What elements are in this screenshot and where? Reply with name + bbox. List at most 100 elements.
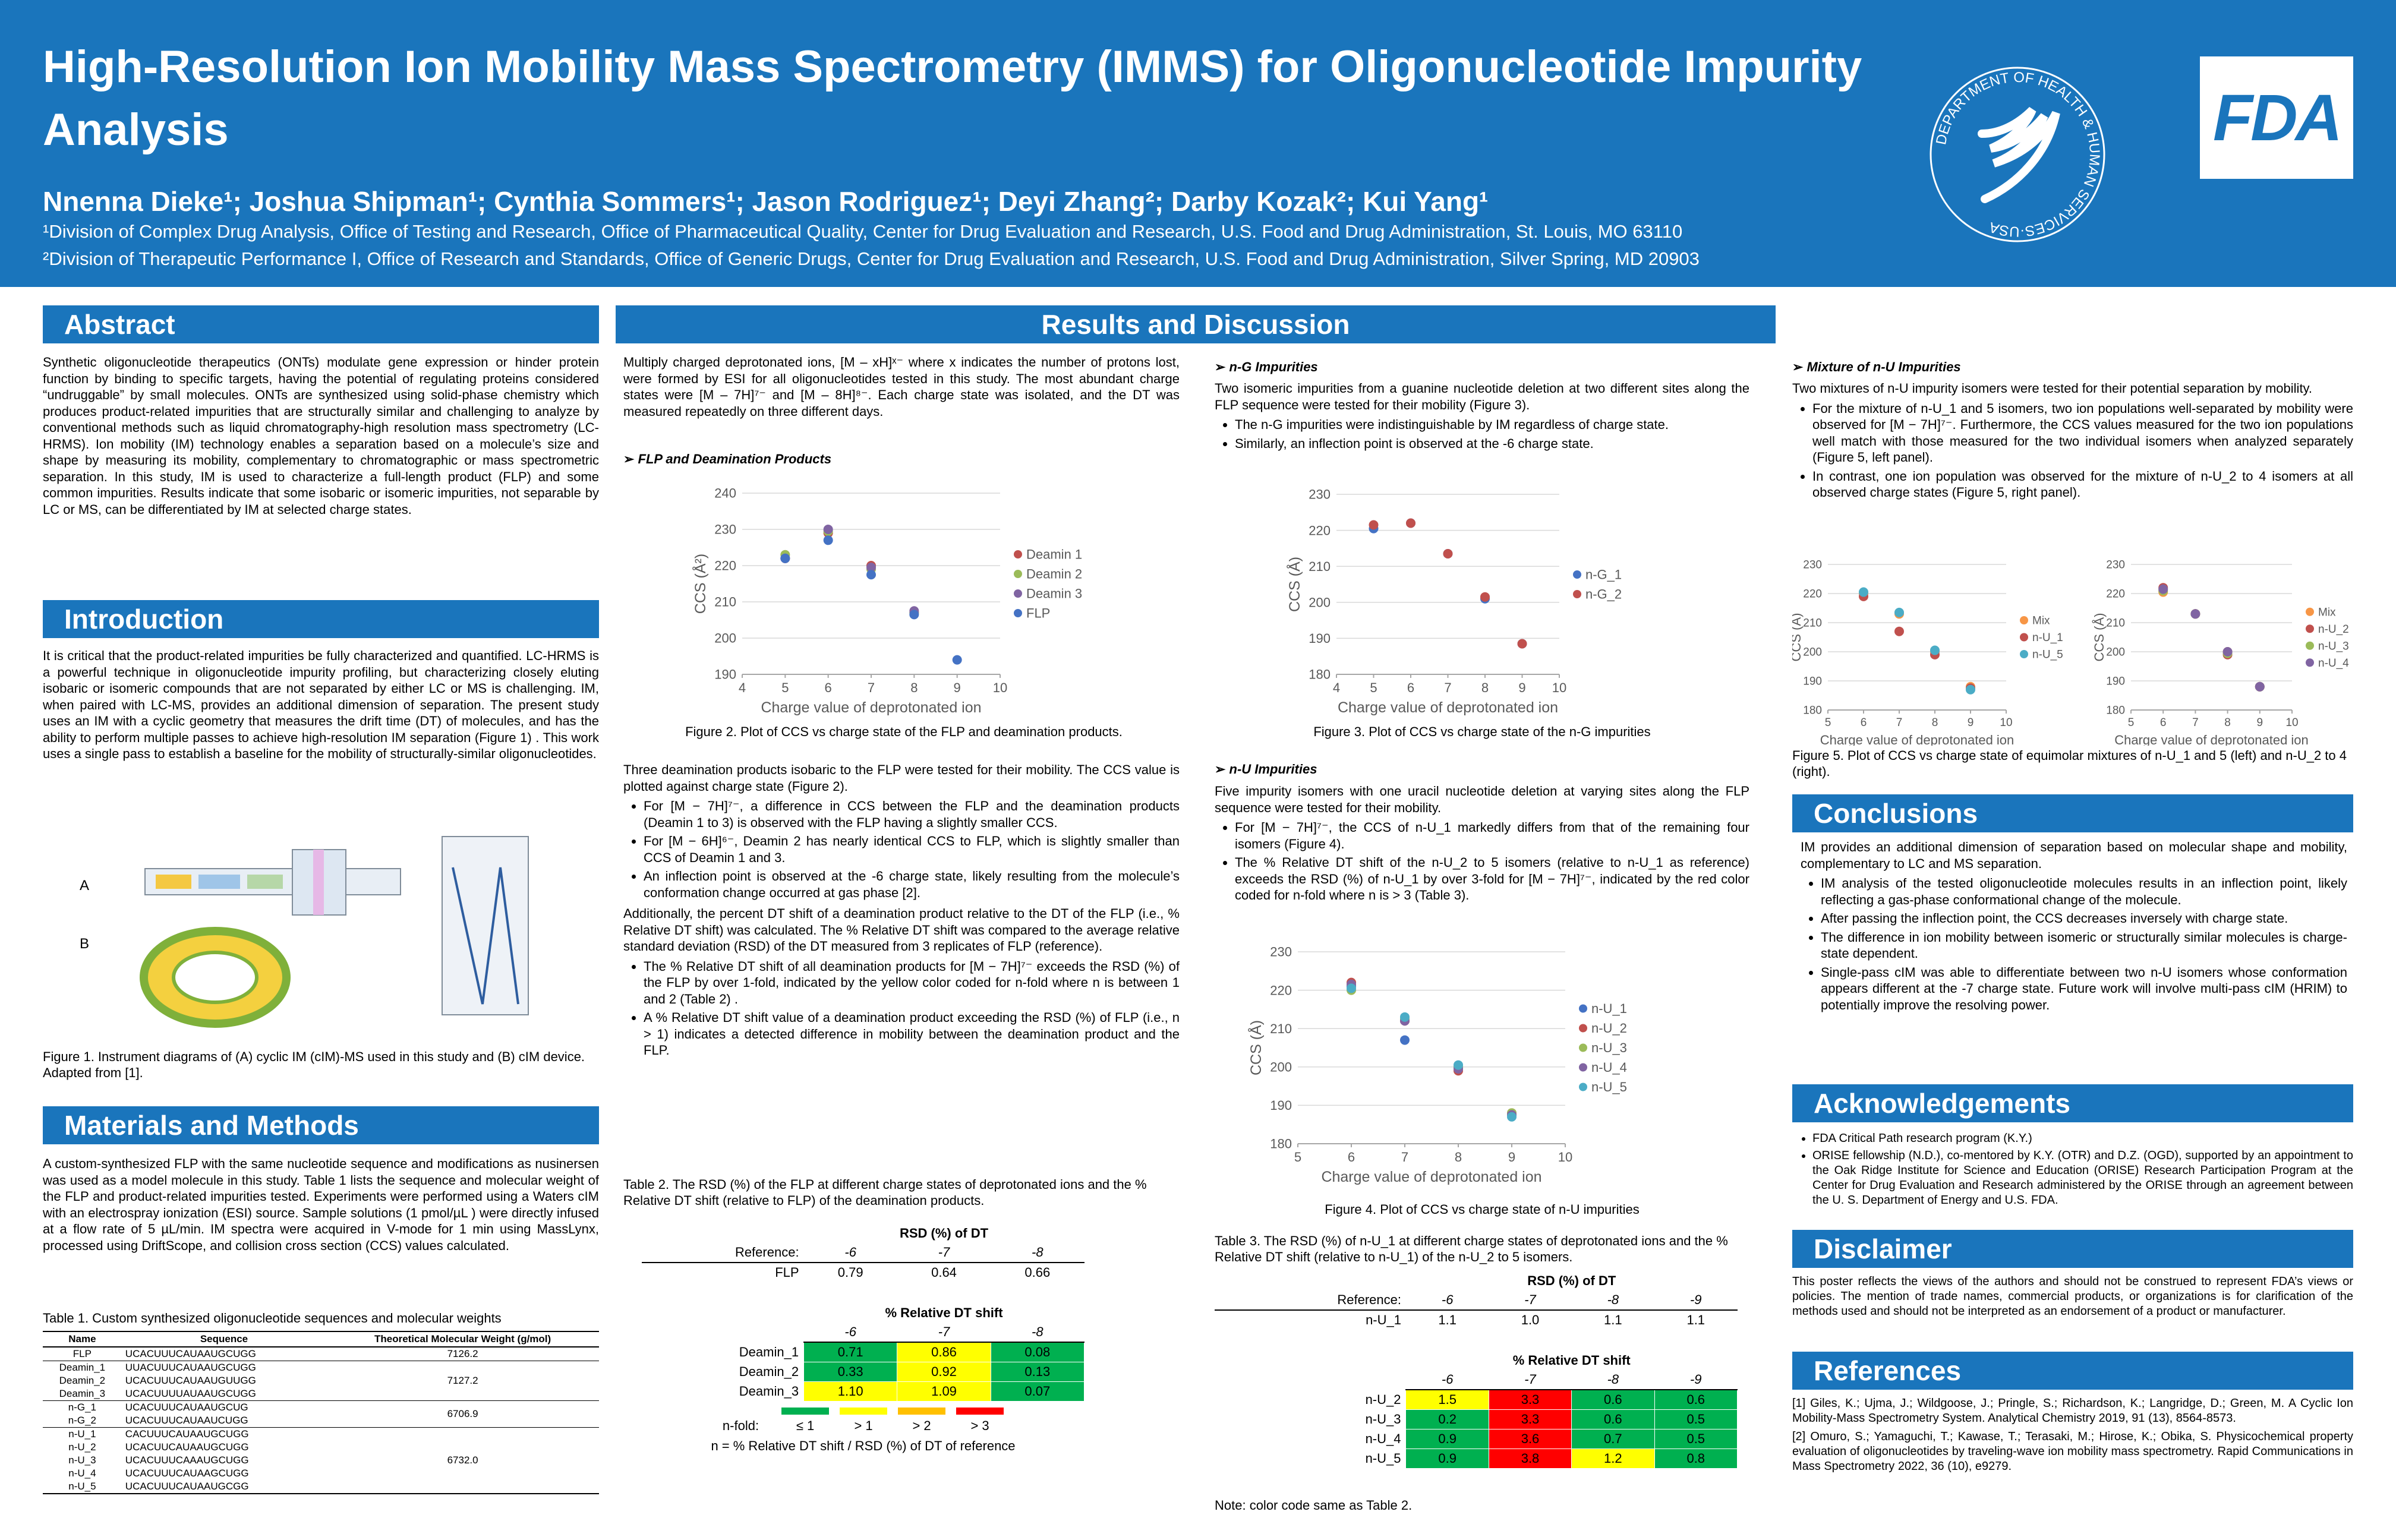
legend-label: Mix [2032, 615, 2050, 627]
data-point [1894, 626, 1904, 636]
legend-label: Deamin 1 [1026, 547, 1082, 562]
y-tick-label: 190 [1309, 631, 1331, 646]
legend-marker [1014, 550, 1022, 558]
data-point [866, 570, 876, 580]
shift-cell: 0.9 [1405, 1449, 1489, 1469]
table-row: n-G_1 UCACUUUCAUAAUGCUG 6706.9 [43, 1400, 599, 1428]
legend-marker [1579, 1063, 1587, 1072]
legend-label: Deamin 3 [1026, 586, 1082, 601]
bullet-item: After passing the inflection point, the … [1821, 910, 2347, 927]
data-point [823, 535, 833, 545]
table-header-cell: Reference: [642, 1243, 804, 1263]
legend-marker [2020, 616, 2028, 624]
legend-label: n-U_3 [1591, 1040, 1627, 1055]
instrument-part [198, 875, 240, 889]
bullet-item: The % Relative DT shift of all deaminati… [644, 958, 1180, 1008]
table-header-cell: -7 [897, 1323, 991, 1343]
bullet-item: The difference in ion mobility between i… [1821, 929, 2347, 962]
y-tick-label: 230 [1803, 559, 1822, 572]
table-row: Deamin_2 0.33 0.92 0.13 [642, 1362, 1085, 1382]
x-tick-label: 8 [1455, 1150, 1462, 1165]
table-note: Note: color code same as Table 2. [1215, 1498, 1413, 1513]
y-tick-label: 200 [1803, 646, 1822, 659]
bullet-list: For the mixture of n-U_1 and 5 isomers, … [1792, 400, 2353, 501]
table-header-cell: -8 [1571, 1290, 1655, 1311]
figure-label: B [80, 936, 89, 952]
sequence-cell: UCACUUUCAUAAUGCGG [121, 1480, 327, 1494]
data-point [1894, 607, 1904, 617]
table-row: Deamin_2 UCACUUUCAUAAUGUUGG [43, 1374, 599, 1387]
legend-marker [2020, 650, 2028, 658]
x-tick-label: 9 [1508, 1150, 1515, 1165]
legend-label: n-U_2 [1591, 1021, 1627, 1036]
data-point [1507, 1112, 1517, 1122]
data-point [1400, 1012, 1410, 1022]
data-point [2222, 647, 2233, 657]
subheading: n-U Impurities [1215, 762, 1317, 777]
legend-marker [1014, 589, 1022, 598]
x-tick-label: 6 [2160, 717, 2167, 729]
weight-cell: 6732.0 [326, 1427, 599, 1494]
shift-cell: 0.9 [1405, 1429, 1489, 1449]
shift-cell: 1.5 [1405, 1389, 1489, 1410]
paragraph: Two isomeric impurities from a guanine n… [1215, 381, 1749, 412]
x-tick-label: 5 [1294, 1150, 1301, 1165]
table-footnote: n = % Relative DT shift / RSD (%) of DT … [711, 1438, 1016, 1453]
table-title-row: RSD (%) of DT [642, 1224, 1084, 1243]
table-header-cell: Reference: [1215, 1290, 1406, 1311]
legend-item: > 3 [956, 1408, 1004, 1434]
y-tick-label: 230 [2106, 559, 2125, 572]
data-point [1859, 587, 1868, 597]
table-caption: Table 2. The RSD (%) of the FLP at diffe… [623, 1177, 1147, 1208]
figure-caption: Figure 1. Instrument diagrams of (A) cyc… [43, 1049, 585, 1080]
figure-4-chart: 180 190 200 210 220 230 5 6 7 8 9 10 Charge value of… [1247, 945, 1627, 1185]
x-axis-title: Charge value of deprotonated ion [1321, 1169, 1541, 1185]
y-tick-label: 210 [2106, 617, 2125, 630]
figure-5-left-chart: 180 190 200 210 220 230 5 6 7 8 9 10 Charge value of… [1792, 559, 2063, 746]
legend-label: ≤ 1 [796, 1418, 815, 1433]
spacer [1215, 1330, 1738, 1351]
legend-swatch [840, 1408, 888, 1415]
legend-item: ≤ 1 [781, 1408, 830, 1434]
table-cell: 1.1 [1604, 1312, 1622, 1327]
x-tick-label: 5 [781, 680, 789, 695]
row-name: Deamin_1 [739, 1344, 799, 1359]
table-row: FLP UCACUUUCAUAAUGCUGG 7126.2 [43, 1346, 599, 1361]
results-intro: Multiply charged deprotonated ions, [M –… [623, 354, 1180, 423]
y-tick-label: 220 [1309, 523, 1331, 538]
table-3: RSD (%) of DT Reference: -6 -7 -8 -9 n-U_1 1.1 1… [1215, 1271, 1738, 1469]
references-body: [1] Giles, K.; Ujma, J.; Wildgoose, J.; … [1792, 1396, 2353, 1478]
y-tick-label: 180 [1270, 1137, 1292, 1151]
hhs-seal: DEPARTMENT OF HEALTH & HUMAN SERVICES·US… [1930, 67, 2105, 242]
name-cell: n-G_2 [68, 1415, 97, 1426]
x-tick-label: 8 [2224, 717, 2231, 729]
sequence-cell: UCACUUCAUAAUGCUGG [125, 1441, 249, 1453]
table-cell: 1.1 [1686, 1312, 1705, 1327]
figure-caption: Figure 2. Plot of CCS vs charge state of… [685, 724, 1123, 739]
y-tick-label: 190 [1270, 1098, 1292, 1113]
rsd-table: RSD (%) of DT Reference: -6 -7 -8 -9 n-U_1 1.1 1… [1215, 1271, 1738, 1469]
table-row: n-G_2 UCACUUUCAUAAUCUGG [43, 1414, 599, 1428]
legend-label: n-U_1 [1591, 1001, 1627, 1016]
y-axis-title: CCS (Å²) [691, 554, 709, 614]
legend-label: FLP [1026, 606, 1050, 621]
section-heading: Acknowledgements [1792, 1084, 2353, 1122]
y-tick-label: 200 [1309, 595, 1331, 610]
spacer [642, 1282, 1084, 1304]
figure-caption: Figure 5. Plot of CCS vs charge state of… [1792, 748, 2347, 779]
legend-item: > 2 [898, 1408, 946, 1434]
x-tick-label: 7 [2192, 717, 2199, 729]
ng-body: Two isomeric impurities from a guanine n… [1215, 380, 1749, 456]
instrument-part [247, 875, 283, 889]
section-heading: Introduction [43, 600, 599, 638]
table-header-cell: -8 [991, 1243, 1084, 1263]
y-axis-title: CCS (Å) [2092, 613, 2107, 662]
legend-label: > 2 [912, 1418, 931, 1433]
paragraph: It is critical that the product-related … [43, 648, 599, 761]
data-point [2158, 584, 2168, 594]
x-tick-label: 8 [1932, 717, 1938, 729]
table-cell: n-U_1 [1366, 1312, 1401, 1327]
disclaimer-body: This poster reflects the views of the au… [1792, 1274, 2353, 1323]
subheading: FLP and Deamination Products [623, 452, 832, 467]
sequence-cell: UCACUUUCAUAAGCUGG [125, 1468, 249, 1479]
